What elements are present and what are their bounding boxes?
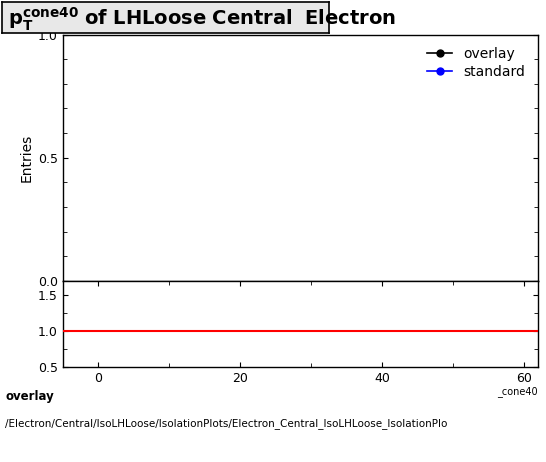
Y-axis label: Entries: Entries: [20, 134, 34, 182]
Text: _cone40: _cone40: [497, 386, 538, 397]
Text: overlay: overlay: [5, 390, 54, 403]
Text: $\bf{p}_T^{\bf{cone40}}$$\bf{\ of\ LHLoose\ Central\ \ Electron}$: $\bf{p}_T^{\bf{cone40}}$$\bf{\ of\ LHLoo…: [8, 6, 396, 33]
Legend: overlay, standard: overlay, standard: [422, 42, 531, 85]
Text: /Electron/Central/IsoLHLoose/IsolationPlots/Electron_Central_IsoLHLoose_Isolatio: /Electron/Central/IsoLHLoose/IsolationPl…: [5, 418, 448, 429]
